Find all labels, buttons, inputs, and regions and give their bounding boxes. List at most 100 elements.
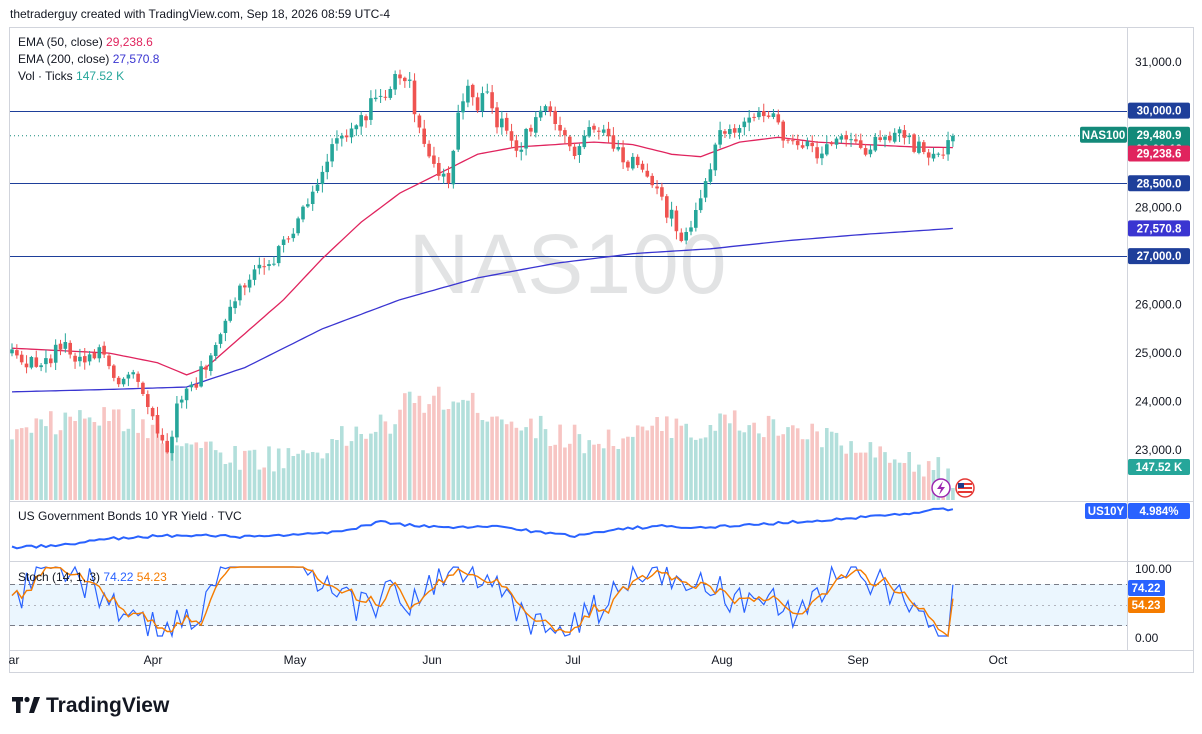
candle — [616, 140, 621, 152]
candle — [15, 344, 19, 359]
candle — [296, 216, 300, 236]
volume-bar — [131, 409, 135, 500]
candle — [490, 85, 494, 114]
candle — [68, 340, 72, 359]
candle — [344, 129, 349, 142]
candle — [524, 127, 528, 156]
candle — [708, 163, 713, 185]
candle — [626, 160, 630, 171]
volume-bar — [233, 446, 237, 500]
volume-bar — [403, 393, 407, 500]
candle — [669, 201, 674, 227]
candle — [563, 127, 567, 144]
candle — [364, 114, 368, 128]
volume-bar — [107, 421, 111, 500]
volume-bar — [213, 450, 218, 500]
candle — [635, 154, 640, 168]
candle — [446, 166, 451, 189]
candle — [582, 130, 587, 150]
volume-bar — [820, 447, 824, 500]
volume-bar — [698, 438, 703, 500]
volume-bar — [393, 424, 397, 500]
candle — [257, 257, 262, 275]
stoch-k-tag-text: 74.22 — [1132, 583, 1161, 595]
stoch-tick-0: 0.00 — [1135, 631, 1159, 645]
volume-bar — [456, 402, 460, 500]
svg-text:27,000.0: 27,000.0 — [1137, 251, 1182, 263]
price-tick-label: 25,000.0 — [1135, 346, 1182, 360]
volume-bar — [437, 386, 441, 500]
candle — [762, 103, 766, 123]
candle — [315, 178, 320, 194]
volume-bar — [660, 431, 664, 500]
candle — [44, 349, 48, 373]
candle — [674, 205, 679, 240]
time-axis-label: Apr — [144, 653, 163, 667]
volume-bar — [922, 476, 926, 500]
candle — [213, 342, 218, 361]
candle — [97, 344, 102, 363]
volume-bar — [340, 426, 344, 500]
volume-bar — [320, 458, 325, 500]
candle — [112, 364, 116, 382]
volume-bar — [679, 425, 684, 500]
volume-bar — [781, 434, 785, 500]
volume-bar — [335, 440, 339, 500]
candle — [470, 83, 475, 106]
volume-bar — [538, 415, 543, 500]
volume-bar — [39, 419, 43, 500]
volume-bar — [548, 446, 553, 500]
us10y-value-tag — [1128, 503, 1190, 519]
candle — [243, 283, 247, 296]
time-axis[interactable]: ar Apr May Jun Jul Aug Sep Oct — [9, 653, 1008, 667]
volume-bar — [592, 444, 596, 500]
volume-bar — [529, 418, 533, 500]
stoch-d-tag-text: 54.23 — [1132, 600, 1161, 612]
candle — [558, 116, 562, 137]
stoch-tags: 74.22 54.23 — [1128, 580, 1165, 613]
tradingview-logo[interactable]: TradingView — [12, 694, 170, 717]
candle — [543, 104, 548, 116]
price-tick-label: 23,000.0 — [1135, 443, 1182, 457]
candle — [53, 339, 58, 370]
horizontal-levels[interactable] — [10, 111, 1127, 257]
volume-bar — [446, 409, 451, 500]
candle — [34, 350, 39, 368]
candle — [116, 376, 121, 388]
candle — [340, 132, 344, 147]
candle — [776, 109, 781, 125]
volume-bar — [121, 431, 126, 500]
candle — [577, 143, 582, 163]
indicator-legend[interactable]: EMA (50, close) 29,238.6 EMA (200, close… — [18, 35, 160, 83]
volume-bar — [514, 427, 519, 500]
candle — [233, 297, 237, 314]
candle — [592, 123, 596, 133]
volume-bar — [723, 414, 727, 500]
candle — [102, 341, 106, 358]
candle — [160, 428, 165, 444]
candle — [810, 135, 814, 153]
volume-bar — [470, 392, 475, 500]
us-flag-icon — [958, 483, 972, 493]
candle — [757, 107, 761, 120]
volume-bar — [29, 432, 34, 500]
event-icons[interactable] — [931, 478, 975, 498]
candle — [306, 198, 310, 208]
candle — [291, 228, 296, 242]
candle — [87, 351, 92, 366]
volume-bar — [737, 430, 742, 500]
candle — [791, 134, 795, 145]
volume-bar — [267, 446, 271, 500]
volume-bar — [136, 432, 140, 500]
last-price-text: 29,480.9 — [1137, 130, 1182, 142]
candle — [194, 377, 199, 390]
volume-bar — [829, 431, 834, 500]
volume-bar — [825, 428, 829, 500]
candle — [752, 113, 756, 122]
volume-bar — [466, 400, 470, 500]
candle — [24, 355, 29, 374]
volume-bar — [553, 444, 557, 500]
candle — [262, 257, 266, 275]
volume-bar — [728, 423, 732, 500]
